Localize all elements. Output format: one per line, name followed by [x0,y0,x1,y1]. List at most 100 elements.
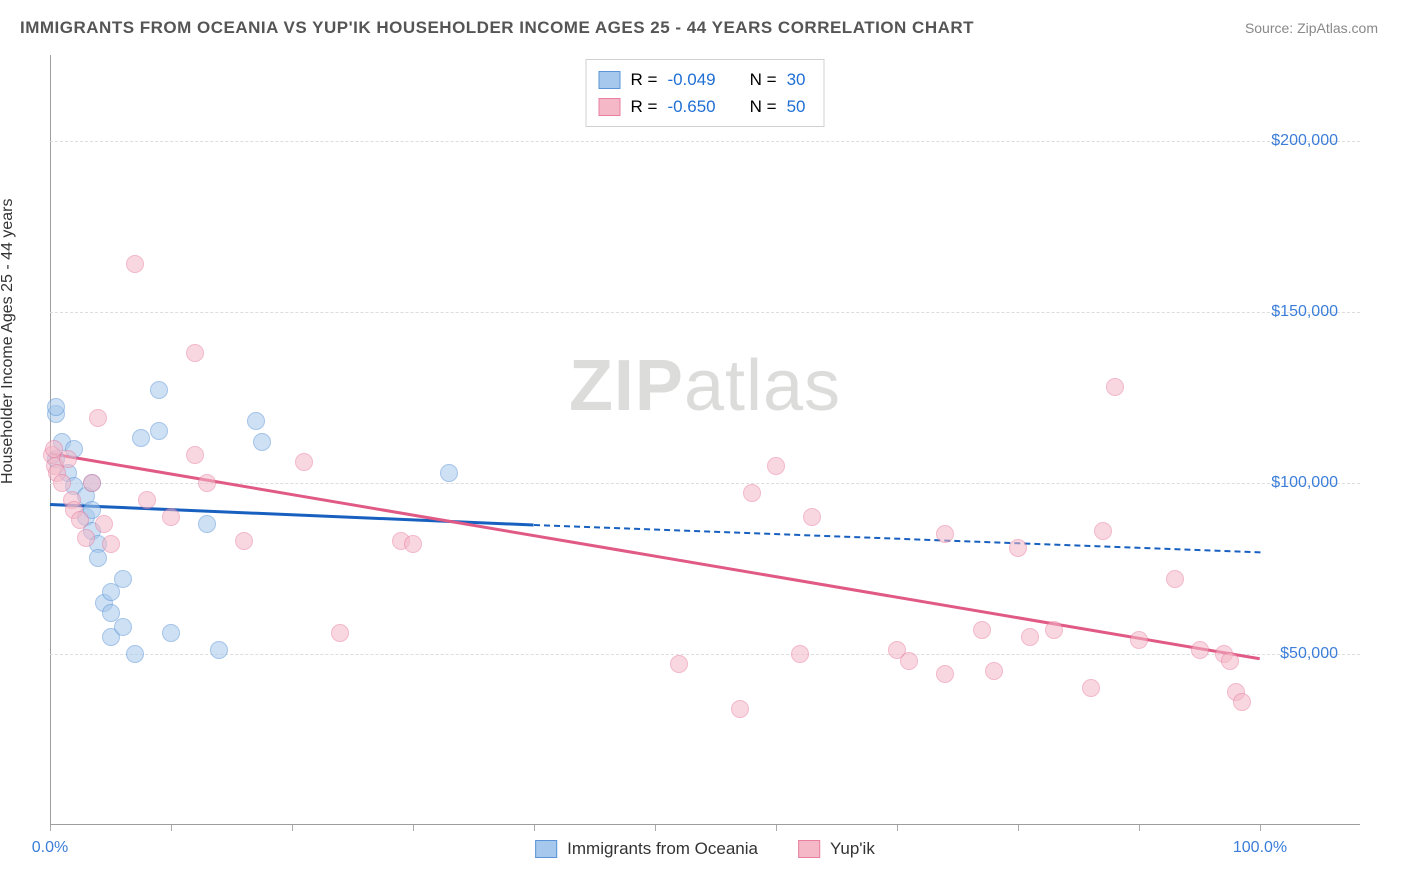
data-point [670,655,688,673]
y-axis-label: Householder Income Ages 25 - 44 years [0,199,17,485]
data-point [59,450,77,468]
r-label-2: R = [631,93,658,120]
data-point [331,624,349,642]
watermark: ZIPatlas [569,345,841,427]
data-point [198,515,216,533]
n-value-1: 30 [787,66,806,93]
legend: Immigrants from Oceania Yup'ik [535,839,875,859]
data-point [102,535,120,553]
grid-line [50,654,1360,655]
chart-container: Householder Income Ages 25 - 44 years ZI… [0,55,1406,889]
plot-area: ZIPatlas R = -0.049 N = 30 R = -0.650 N … [50,55,1360,825]
data-point [1130,631,1148,649]
x-tick [534,825,535,831]
legend-swatch-2 [798,840,820,858]
grid-line [50,312,1360,313]
x-tick [1139,825,1140,831]
data-point [767,457,785,475]
x-tick [1260,825,1261,831]
data-point [1009,539,1027,557]
data-point [132,429,150,447]
n-value-2: 50 [787,93,806,120]
data-point [71,511,89,529]
data-point [210,641,228,659]
data-point [1021,628,1039,646]
data-point [162,508,180,526]
correlation-stats-box: R = -0.049 N = 30 R = -0.650 N = 50 [586,59,825,127]
data-point [1233,693,1251,711]
legend-label-2: Yup'ik [830,839,875,859]
data-point [114,618,132,636]
data-point [731,700,749,718]
x-tick [50,825,51,831]
x-tick-label: 0.0% [32,839,68,857]
data-point [1166,570,1184,588]
data-point [1106,378,1124,396]
data-point [114,570,132,588]
x-tick [655,825,656,831]
y-tick-label: $50,000 [1280,645,1338,663]
data-point [138,491,156,509]
data-point [186,344,204,362]
data-point [150,422,168,440]
x-tick [292,825,293,831]
data-point [743,484,761,502]
watermark-light: atlas [684,346,841,426]
data-point [77,529,95,547]
y-tick-label: $150,000 [1271,303,1338,321]
data-point [253,433,271,451]
data-point [295,453,313,471]
source-attribution: Source: ZipAtlas.com [1245,20,1378,36]
data-point [1221,652,1239,670]
data-point [900,652,918,670]
data-point [186,446,204,464]
x-tick [776,825,777,831]
n-label-2: N = [750,93,777,120]
legend-item-1: Immigrants from Oceania [535,839,758,859]
data-point [404,535,422,553]
watermark-bold: ZIP [569,346,684,426]
x-tick [413,825,414,831]
legend-label-1: Immigrants from Oceania [567,839,758,859]
data-point [83,474,101,492]
legend-swatch-1 [535,840,557,858]
y-tick-label: $100,000 [1271,474,1338,492]
chart-title: IMMIGRANTS FROM OCEANIA VS YUP'IK HOUSEH… [20,18,974,38]
data-point [803,508,821,526]
data-point [235,532,253,550]
x-tick-label: 100.0% [1233,839,1287,857]
data-point [150,381,168,399]
x-tick [171,825,172,831]
data-point [247,412,265,430]
y-tick-label: $200,000 [1271,132,1338,150]
data-point [198,474,216,492]
x-tick [897,825,898,831]
r-value-1: -0.049 [667,66,715,93]
data-point [47,398,65,416]
data-point [1082,679,1100,697]
stats-row-series-1: R = -0.049 N = 30 [599,66,806,93]
data-point [1094,522,1112,540]
data-point [936,665,954,683]
x-tick [1018,825,1019,831]
r-label-1: R = [631,66,658,93]
grid-line [50,483,1360,484]
trend-line [534,524,1260,553]
data-point [985,662,1003,680]
source-label: Source: [1245,20,1293,36]
data-point [53,474,71,492]
stats-row-series-2: R = -0.650 N = 50 [599,93,806,120]
data-point [440,464,458,482]
x-axis-line [50,824,1360,825]
data-point [126,645,144,663]
data-point [95,515,113,533]
data-point [89,409,107,427]
data-point [791,645,809,663]
data-point [126,255,144,273]
data-point [936,525,954,543]
data-point [973,621,991,639]
legend-item-2: Yup'ik [798,839,875,859]
grid-line [50,141,1360,142]
n-label-1: N = [750,66,777,93]
source-value: ZipAtlas.com [1297,20,1378,36]
